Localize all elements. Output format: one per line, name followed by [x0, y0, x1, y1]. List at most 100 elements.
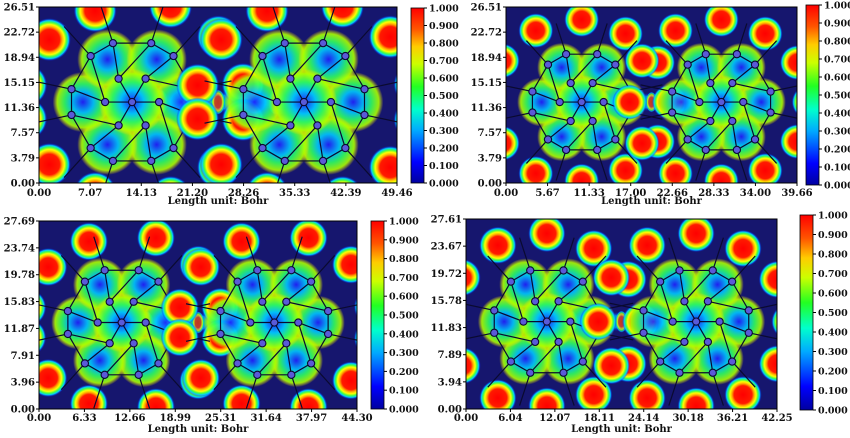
atom-marker — [732, 50, 742, 59]
bond — [67, 333, 86, 364]
atom-marker — [141, 121, 150, 130]
colorbar-tick-label: 0.300 — [389, 348, 419, 359]
atom-marker — [683, 135, 692, 144]
atom-marker — [639, 328, 648, 337]
bond — [731, 281, 750, 311]
x-tick-label: 0.00 — [454, 413, 478, 424]
atom-marker — [555, 97, 564, 107]
bond — [262, 147, 286, 162]
bond — [131, 101, 147, 126]
atom-marker — [675, 266, 684, 275]
bond — [510, 281, 524, 322]
atom-marker — [542, 317, 552, 326]
atom-marker — [715, 317, 724, 326]
y-tick-label: 22.72 — [4, 28, 35, 39]
bond — [603, 101, 616, 140]
bond — [525, 40, 549, 66]
atom-marker — [360, 110, 369, 120]
hydrogen-lobe — [353, 296, 357, 318]
bond — [138, 374, 151, 409]
atom-marker — [506, 277, 516, 286]
bond — [531, 112, 549, 140]
hydrogen-lobe — [39, 18, 71, 62]
colorbar-tick-label: 0.100 — [429, 161, 459, 172]
atom-marker — [739, 97, 748, 107]
atom-marker — [93, 318, 102, 327]
x-tick-label: 25.31 — [205, 413, 236, 424]
bond — [213, 362, 238, 390]
atom-marker — [706, 116, 715, 126]
bond — [185, 303, 221, 312]
plot-frame — [38, 220, 358, 410]
atom-marker — [286, 121, 295, 130]
atom-marker — [323, 329, 333, 339]
atom-marker — [323, 306, 333, 316]
hydrogen-lobe — [506, 95, 508, 110]
hydrogen-lobe — [353, 327, 357, 349]
bond — [284, 43, 292, 79]
atom-marker — [313, 74, 322, 83]
colorbar — [370, 220, 385, 410]
bond — [695, 23, 707, 55]
hydrogen-lobe — [245, 7, 289, 33]
colorbar-tick-label: 0.700 — [389, 273, 419, 284]
hydrogen-lobe — [779, 45, 797, 80]
hydrogen-lobe — [624, 43, 660, 79]
bond — [487, 361, 512, 388]
atom-marker — [561, 145, 571, 155]
y-tick-label: 23.74 — [4, 243, 35, 254]
bond — [643, 281, 661, 311]
atom-marker — [282, 339, 291, 348]
atom-marker — [246, 318, 255, 327]
bond — [144, 125, 152, 162]
atom-marker — [588, 78, 597, 88]
atom-marker — [526, 266, 535, 275]
x-tick-label: 42.25 — [761, 413, 792, 424]
y-tick-label: 15.15 — [471, 78, 502, 89]
atom-marker — [108, 156, 118, 166]
atom-marker — [554, 297, 563, 306]
y-tick-label: 26.51 — [4, 3, 35, 14]
bond — [671, 91, 700, 103]
colorbar-tick-label: 0.200 — [429, 144, 459, 155]
colorbar-tick-label: 0.900 — [818, 230, 848, 241]
x-axis-label: Length unit: Bohr — [168, 196, 270, 207]
bond — [529, 270, 536, 302]
bond — [236, 281, 251, 323]
atom-marker — [727, 277, 737, 286]
bond — [310, 281, 329, 312]
atom-marker — [559, 368, 568, 377]
molecular-skeleton — [609, 237, 777, 406]
bond — [173, 147, 201, 178]
bond — [237, 342, 263, 364]
bond — [90, 147, 114, 162]
hydrogen-lobe — [160, 318, 199, 357]
colorbar-tick-label: 1.000 — [818, 211, 848, 222]
atom-marker — [668, 317, 677, 326]
bond — [668, 372, 681, 406]
atom-marker — [67, 110, 76, 120]
bond — [242, 114, 264, 149]
y-tick-label: 7.91 — [11, 351, 35, 362]
atom-marker — [134, 266, 143, 275]
hydrogen-lobe — [506, 43, 520, 78]
hydrogen-lobe — [222, 222, 261, 261]
y-tick-label: 19.78 — [4, 270, 35, 281]
atom-marker — [341, 51, 350, 61]
plot-frame — [38, 6, 398, 184]
bond — [707, 281, 733, 302]
atom-marker — [100, 266, 109, 275]
bond — [310, 333, 329, 364]
colorbar-tick-label: 0.100 — [389, 386, 419, 397]
molecule-half-2 — [579, 219, 777, 409]
bond — [570, 53, 598, 84]
bond — [173, 26, 201, 57]
bond — [592, 64, 616, 84]
bond — [519, 237, 531, 271]
colorbar-tick-label: 1.000 — [389, 217, 419, 228]
hydrogen-lobe — [393, 107, 397, 132]
atom-marker — [341, 143, 350, 153]
x-tick-label: 0.00 — [27, 188, 51, 199]
plot-frame — [505, 6, 798, 184]
y-tick-label: 0.00 — [11, 405, 35, 416]
